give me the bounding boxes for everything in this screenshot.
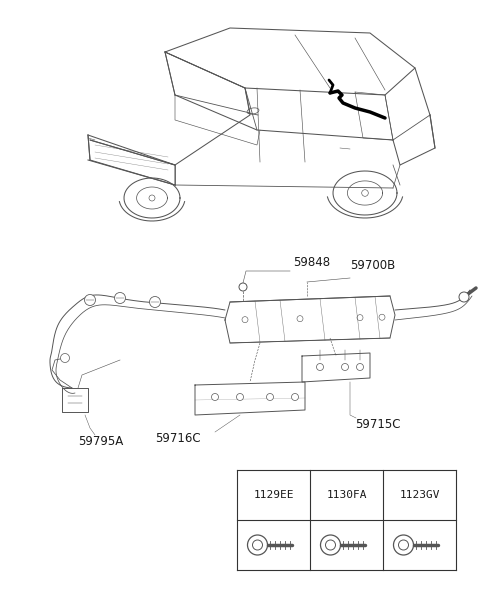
Circle shape — [321, 535, 340, 555]
Circle shape — [239, 283, 247, 291]
Circle shape — [357, 363, 363, 371]
Circle shape — [149, 195, 155, 201]
Circle shape — [291, 394, 299, 401]
Circle shape — [459, 292, 469, 302]
Circle shape — [341, 363, 348, 371]
Circle shape — [394, 535, 413, 555]
Circle shape — [237, 394, 243, 401]
Text: 59848: 59848 — [293, 256, 330, 269]
Text: 59716C: 59716C — [155, 432, 201, 445]
Circle shape — [248, 535, 267, 555]
Text: 59715C: 59715C — [355, 418, 400, 431]
Circle shape — [84, 294, 96, 306]
Text: 59795A: 59795A — [78, 435, 123, 448]
Circle shape — [252, 540, 263, 550]
Circle shape — [149, 297, 160, 307]
Circle shape — [115, 293, 125, 304]
Text: 1130FA: 1130FA — [326, 490, 367, 500]
Circle shape — [212, 394, 218, 401]
Text: 59700B: 59700B — [350, 259, 395, 272]
Circle shape — [60, 353, 70, 362]
Text: 1123GV: 1123GV — [399, 490, 440, 500]
Circle shape — [316, 363, 324, 371]
Circle shape — [362, 190, 368, 196]
Circle shape — [398, 540, 408, 550]
Circle shape — [325, 540, 336, 550]
Text: 1129EE: 1129EE — [253, 490, 294, 500]
Circle shape — [266, 394, 274, 401]
